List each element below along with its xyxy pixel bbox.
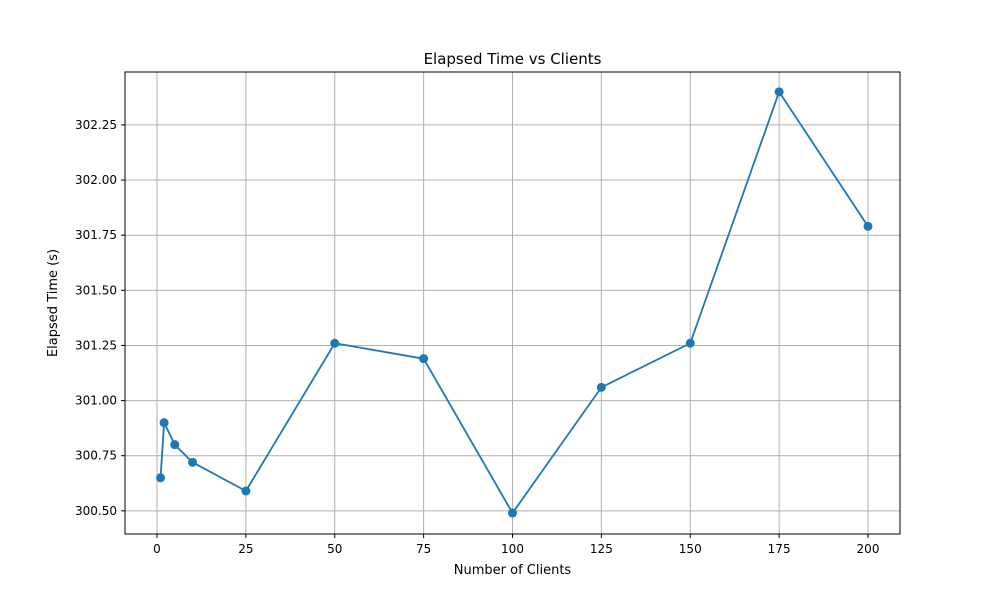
y-tick-label: 301.00	[75, 394, 117, 408]
x-tick-label: 125	[590, 542, 613, 556]
y-tick-label: 300.50	[75, 504, 117, 518]
data-point	[170, 440, 180, 450]
data-point	[188, 457, 198, 467]
x-tick-label: 0	[153, 542, 161, 556]
data-point	[774, 87, 784, 97]
x-tick-label: 100	[501, 542, 524, 556]
y-tick-label: 301.25	[75, 338, 117, 352]
y-tick-label: 301.75	[75, 228, 117, 242]
ticks: 0 25 50 75 100 125 150 175 200 300.50 300.75 301.00…	[75, 118, 879, 556]
data-point	[330, 338, 340, 348]
data-point	[159, 418, 169, 428]
x-axis-label: Number of Clients	[454, 563, 572, 578]
y-tick-label: 301.50	[75, 283, 117, 297]
series-layer	[156, 87, 873, 518]
y-tick-label: 300.75	[75, 449, 117, 463]
x-tick-label: 75	[416, 542, 431, 556]
data-point	[241, 486, 251, 496]
data-point	[685, 338, 695, 348]
x-tick-label: 150	[679, 542, 702, 556]
data-point	[419, 354, 429, 364]
chart-title: Elapsed Time vs Clients	[424, 50, 602, 68]
y-tick-label: 302.25	[75, 118, 117, 132]
y-tick-label: 302.00	[75, 173, 117, 187]
y-axis-label: Elapsed Time (s)	[46, 249, 61, 357]
x-tick-label: 200	[857, 542, 880, 556]
data-point	[156, 473, 166, 483]
x-tick-label: 50	[327, 542, 342, 556]
data-point	[863, 221, 873, 231]
x-tick-label: 175	[768, 542, 791, 556]
grid	[125, 72, 900, 534]
data-point	[596, 382, 606, 392]
data-point	[508, 508, 517, 518]
x-tick-label: 25	[238, 542, 253, 556]
